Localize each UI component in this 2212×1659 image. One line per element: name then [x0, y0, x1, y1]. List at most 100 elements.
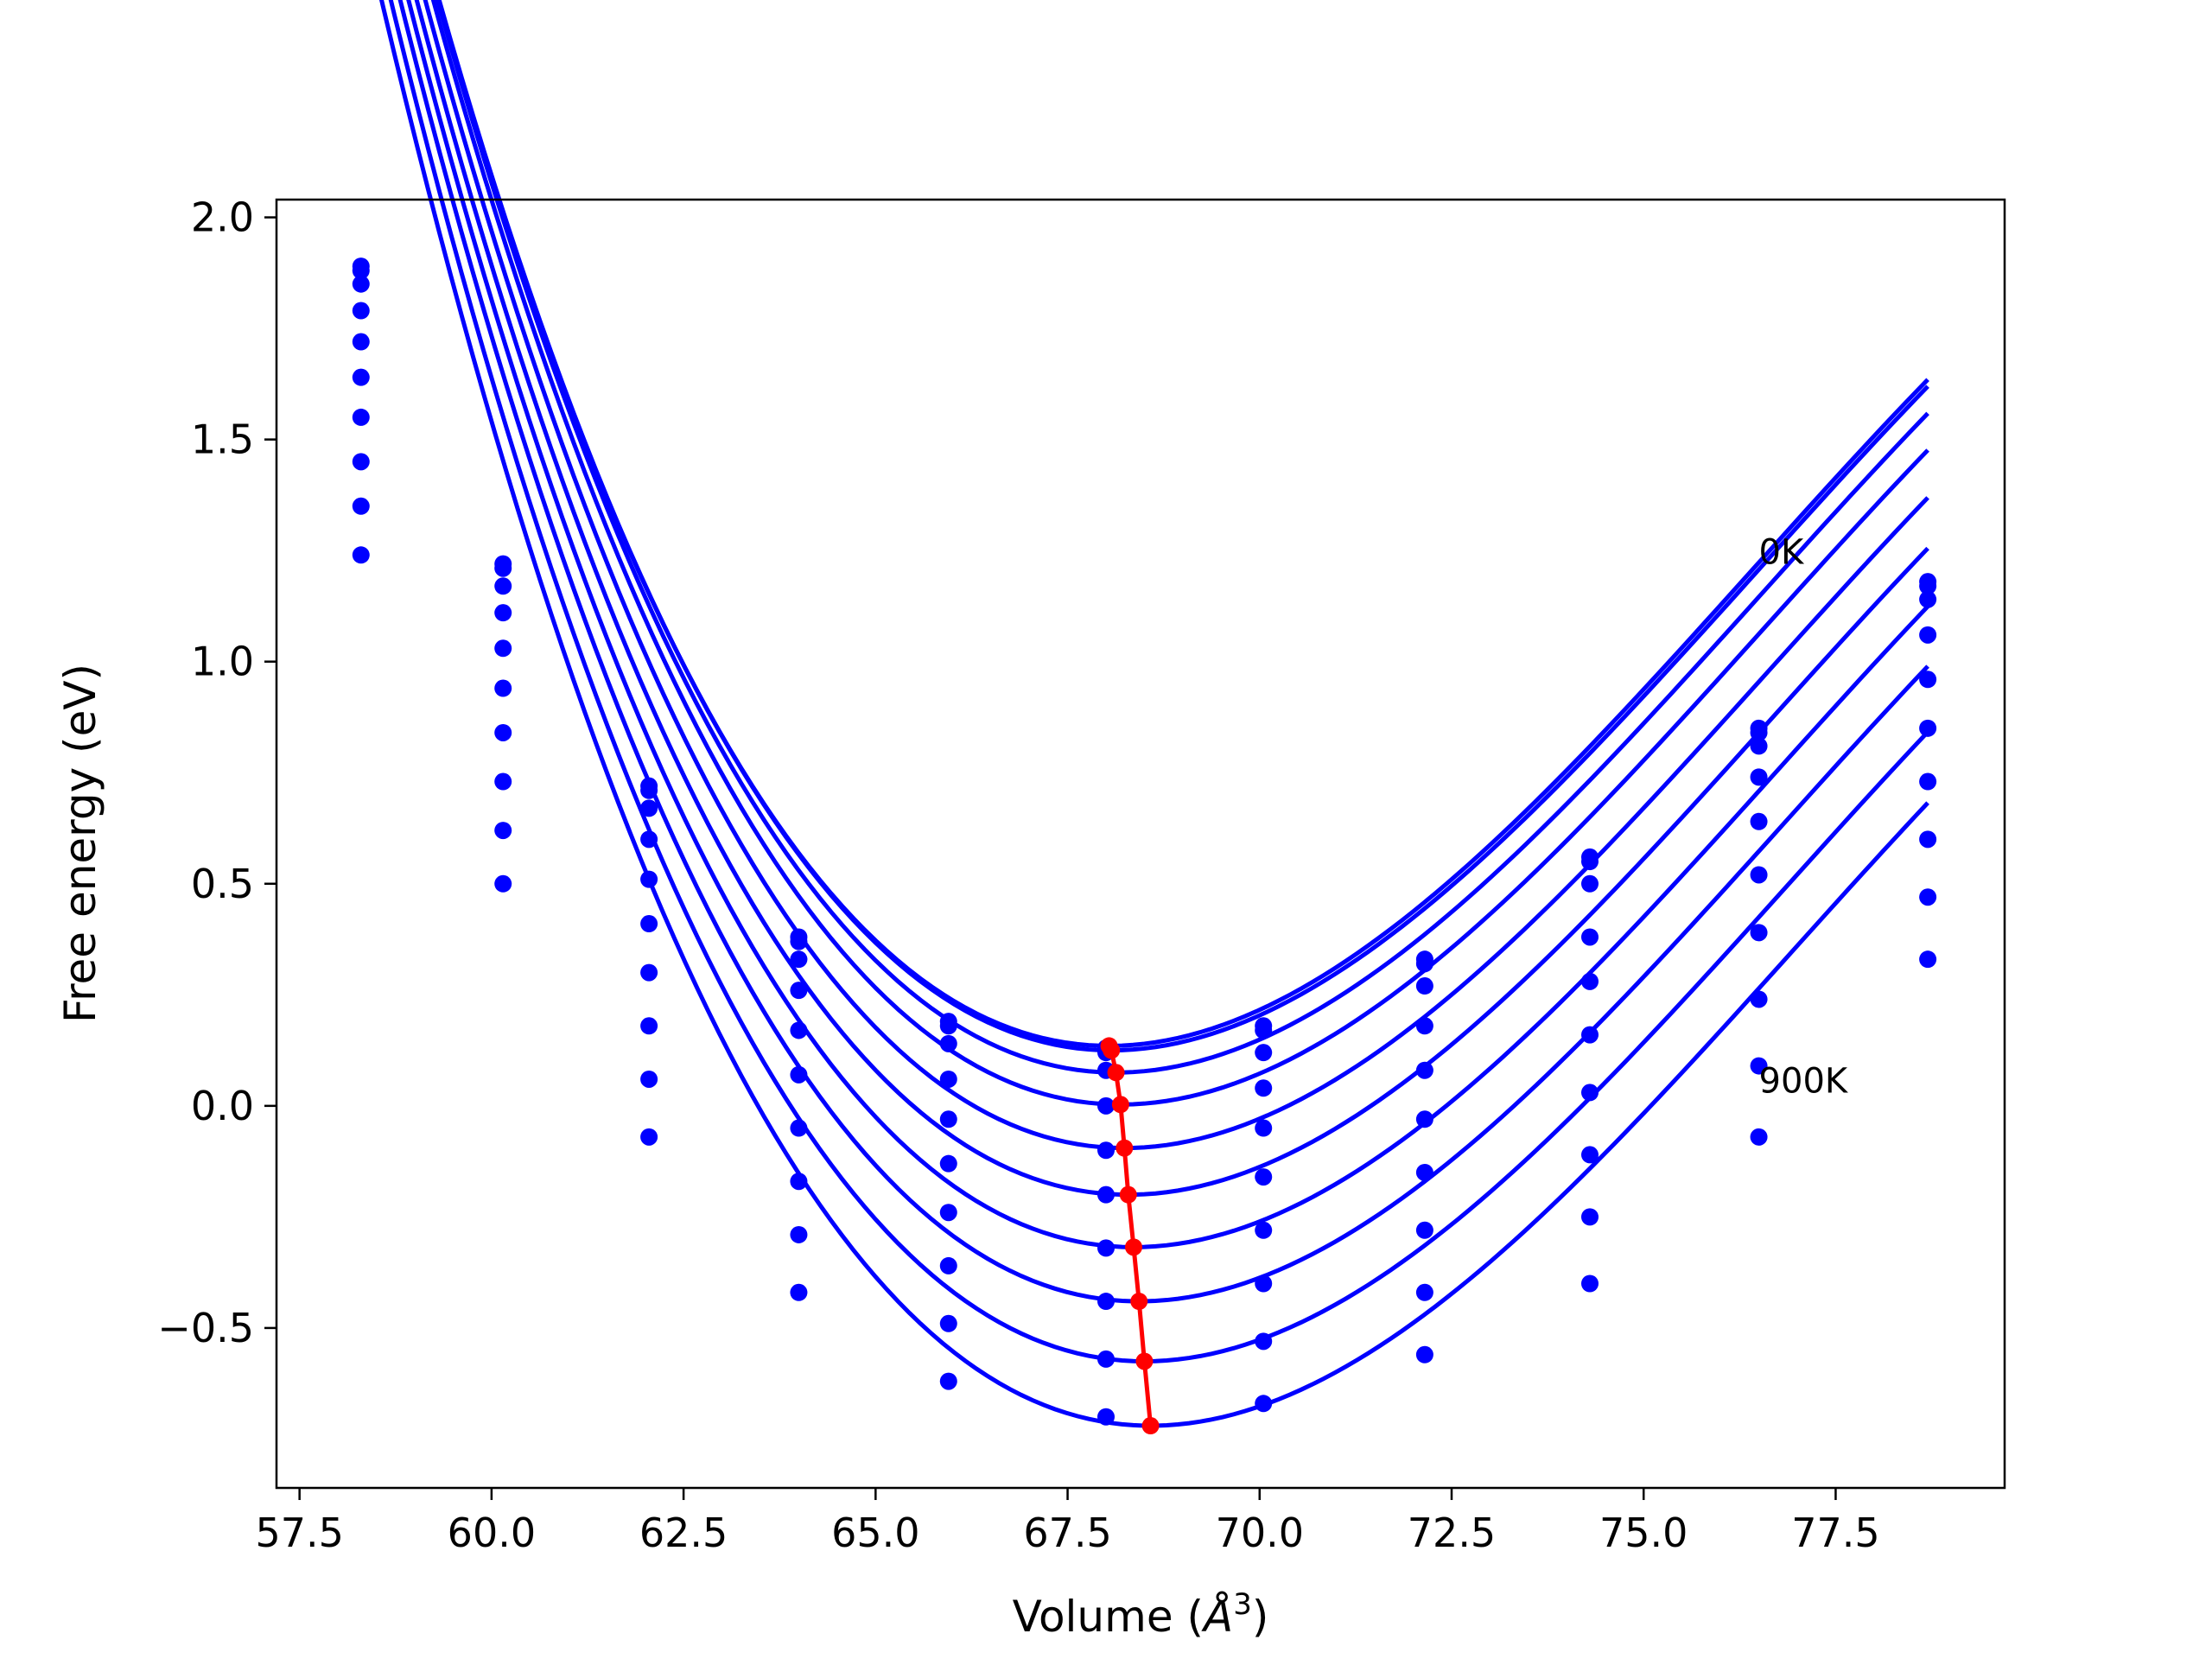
data-point: [1919, 719, 1937, 737]
data-point: [1255, 1044, 1273, 1062]
data-point: [1750, 866, 1768, 884]
data-point: [1415, 977, 1433, 995]
data-point: [1415, 1061, 1433, 1079]
data-point: [1415, 1345, 1433, 1363]
minimum-point: [1116, 1139, 1134, 1157]
data-point: [1919, 577, 1937, 595]
data-point: [1097, 1096, 1115, 1115]
data-point: [1097, 1239, 1115, 1257]
data-point: [1750, 924, 1768, 942]
data-point: [640, 915, 658, 933]
data-point: [1097, 1185, 1115, 1204]
data-point: [640, 1128, 658, 1146]
data-point: [1750, 990, 1768, 1008]
x-tick-label: 57.5: [255, 1510, 343, 1556]
data-point: [640, 963, 658, 982]
minimum-point: [1125, 1238, 1142, 1256]
data-point: [352, 302, 370, 320]
data-point: [494, 639, 512, 658]
fit-curve-2: [436, 0, 1929, 1053]
data-point: [352, 546, 370, 564]
annotation-label: 900K: [1759, 1061, 1849, 1101]
x-tick-label: 70.0: [1216, 1510, 1304, 1556]
minimum-point: [1111, 1096, 1129, 1114]
data-point: [1581, 1146, 1599, 1164]
data-point: [1255, 1021, 1273, 1039]
data-point: [1581, 928, 1599, 946]
data-point: [790, 932, 808, 950]
annotation-label: 0K: [1759, 533, 1805, 573]
data-point: [1415, 955, 1433, 973]
y-tick-label: 0.0: [191, 1083, 254, 1129]
data-point: [939, 1372, 957, 1390]
data-point: [790, 982, 808, 1000]
minimum-point: [1107, 1064, 1125, 1082]
data-point: [640, 1017, 658, 1035]
minima-layer: [1100, 1037, 1160, 1435]
data-point: [1415, 1221, 1433, 1239]
data-point: [1919, 626, 1937, 644]
data-point: [1097, 1350, 1115, 1368]
minima-line: [1107, 1045, 1154, 1427]
fit-curve-6: [414, 0, 1929, 1198]
data-point: [1750, 1128, 1768, 1146]
data-point: [494, 577, 512, 595]
data-point: [1750, 812, 1768, 830]
data-point: [494, 604, 512, 622]
minimum-point: [1130, 1293, 1148, 1311]
y-tick-label: 1.0: [191, 639, 254, 685]
data-point: [1581, 1208, 1599, 1226]
data-point: [790, 1021, 808, 1039]
data-point: [1097, 1293, 1115, 1311]
data-point: [1255, 1168, 1273, 1186]
data-point: [1581, 1084, 1599, 1102]
x-tick-label: 75.0: [1599, 1510, 1688, 1556]
data-point: [1255, 1119, 1273, 1137]
data-point: [352, 497, 370, 515]
data-point: [1097, 1408, 1115, 1426]
data-point: [1255, 1221, 1273, 1239]
data-point: [1415, 1110, 1433, 1128]
data-point: [494, 679, 512, 697]
data-point: [640, 781, 658, 799]
data-point: [1919, 671, 1937, 689]
x-tick-label: 65.0: [831, 1510, 919, 1556]
data-point: [939, 1154, 957, 1173]
data-point: [352, 408, 370, 426]
data-point: [1581, 1274, 1599, 1293]
data-point: [1255, 1274, 1273, 1293]
data-point: [1581, 853, 1599, 871]
fit-curve-3: [435, 0, 1929, 1075]
minimum-point: [1119, 1185, 1137, 1204]
minimum-point: [1103, 1041, 1121, 1059]
y-axis-label: Free energy (eV): [55, 664, 105, 1023]
data-point: [1750, 768, 1768, 786]
data-point: [1750, 737, 1768, 755]
data-point: [939, 1204, 957, 1222]
data-point: [494, 772, 512, 791]
y-tick-label: 2.0: [191, 194, 254, 241]
data-point: [939, 1110, 957, 1128]
x-axis-label: Volume (Å3): [1013, 1587, 1269, 1642]
x-tick-label: 60.0: [448, 1510, 536, 1556]
data-point: [790, 950, 808, 969]
data-point: [352, 262, 370, 280]
data-point: [1581, 874, 1599, 893]
data-point: [790, 1173, 808, 1191]
y-tick-label: 1.5: [191, 416, 254, 463]
data-point: [790, 1225, 808, 1243]
data-point: [494, 559, 512, 577]
data-point: [494, 822, 512, 840]
x-axis-label-main: Volume (: [1013, 1592, 1204, 1642]
data-point: [1750, 1057, 1768, 1075]
data-point: [1097, 1141, 1115, 1160]
data-point: [790, 1065, 808, 1084]
data-point: [352, 368, 370, 386]
y-tick-label: −0.5: [157, 1305, 254, 1351]
data-point: [352, 453, 370, 471]
data-point: [352, 333, 370, 351]
data-point: [1255, 1395, 1273, 1413]
data-point: [790, 1119, 808, 1137]
x-tick-label: 67.5: [1023, 1510, 1111, 1556]
